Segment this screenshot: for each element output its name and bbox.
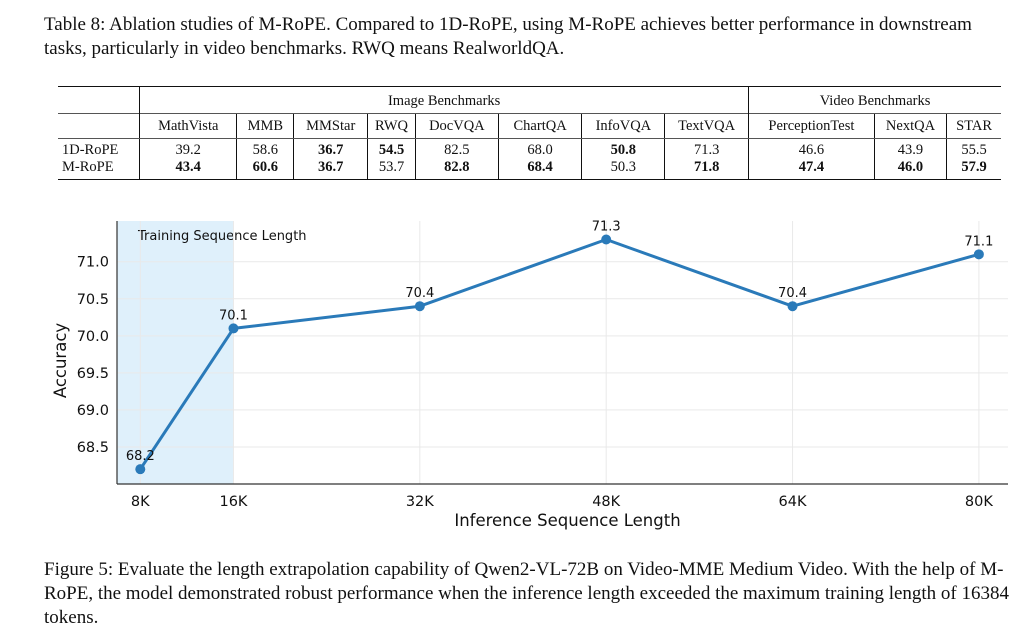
table-cell: 58.6: [236, 138, 294, 159]
group-header-video: Video Benchmarks: [748, 86, 1001, 114]
table-cell: 39.2: [139, 138, 237, 159]
table-cell: 50.3: [581, 159, 665, 180]
data-point: [414, 301, 425, 312]
data-point: [601, 234, 612, 245]
table-cell: 46.6: [748, 138, 875, 159]
table-cell: 36.7: [293, 159, 368, 180]
column-header: PerceptionTest: [748, 113, 875, 139]
table-cell: 68.4: [497, 159, 582, 180]
data-point: [228, 323, 239, 334]
column-header: DocVQA: [415, 113, 499, 139]
y-axis-title: Accuracy: [51, 323, 70, 399]
data-point: [135, 464, 146, 475]
column-header-row: MathVista MMB MMStar RWQ DocVQA ChartQA InfoVQ…: [58, 113, 1001, 139]
x-axis-title: Inference Sequence Length: [454, 511, 680, 530]
y-tick-label: 69.5: [77, 366, 109, 382]
table-cell: 68.0: [497, 138, 582, 159]
x-tick-label: 64K: [779, 494, 807, 510]
x-tick-label: 8K: [131, 494, 150, 510]
table-row: 1D-RoPE 39.2 58.6 36.7 54.5 82.5 68.0 50.8 71.3 4…: [58, 138, 1001, 159]
column-header: STAR: [946, 113, 1001, 139]
data-point-label: 70.1: [219, 308, 248, 323]
table-cell: 53.7: [367, 159, 416, 180]
corner-cell: [58, 86, 140, 114]
data-point: [973, 249, 984, 260]
training-region-label: Training Sequence Length: [137, 229, 307, 244]
table-caption: Table 8: Ablation studies of M-RoPE. Com…: [44, 14, 972, 59]
y-tick-label: 71.0: [77, 255, 109, 271]
table-cell: 55.5: [946, 138, 1001, 159]
corner-cell: [58, 113, 140, 139]
table-cell: 43.9: [873, 138, 947, 159]
column-header: MathVista: [139, 113, 237, 139]
column-header: ChartQA: [497, 113, 582, 139]
x-tick-label: 16K: [219, 494, 247, 510]
data-point: [787, 301, 798, 312]
table-cell: 50.8: [581, 138, 665, 159]
y-tick-label: 69.0: [77, 403, 109, 419]
table-cell: 82.5: [415, 138, 499, 159]
data-point-label: 70.4: [778, 286, 807, 301]
data-point-label: 70.4: [405, 286, 434, 301]
table-cell: 57.9: [946, 159, 1001, 180]
table-cell: 54.5: [367, 138, 416, 159]
y-tick-label: 70.0: [77, 329, 109, 345]
table-cell: 47.4: [748, 159, 875, 180]
table-row: M-RoPE 43.4 60.6 36.7 53.7 82.8 68.4 50.3 71.8 47…: [58, 159, 1001, 180]
column-header: InfoVQA: [581, 113, 665, 139]
column-header: MMStar: [293, 113, 368, 139]
x-tick-label: 80K: [965, 494, 993, 510]
table-cell: 71.3: [664, 138, 749, 159]
accuracy-line: [139, 238, 980, 471]
training-region-shade: [117, 221, 234, 484]
x-tick-label: 32K: [406, 494, 434, 510]
table-cell: 36.7: [293, 138, 368, 159]
row-name: 1D-RoPE: [62, 142, 119, 158]
figure-caption: Figure 5: Evaluate the length extrapolat…: [44, 559, 1010, 628]
column-header: TextVQA: [664, 113, 749, 139]
table-cell: 43.4: [139, 159, 237, 180]
table-cell: 71.8: [664, 159, 749, 180]
row-name: M-RoPE: [58, 159, 140, 180]
data-point-label: 68.2: [126, 449, 155, 464]
table-cell: 60.6: [236, 159, 294, 180]
length-extrapolation-chart: Training Sequence Length 8K 16K 32K 48K 64K 8…: [51, 220, 1008, 530]
data-point-label: 71.1: [964, 234, 993, 249]
x-tick-label: 48K: [592, 494, 620, 510]
table-cell: 82.8: [415, 159, 499, 180]
table-cell: 46.0: [873, 159, 947, 180]
group-header-image: Image Benchmarks: [139, 86, 749, 114]
column-header: NextQA: [873, 113, 947, 139]
y-tick-label: 70.5: [77, 292, 109, 308]
ablation-table: Image Benchmarks Video Benchmarks MathVi…: [58, 86, 1001, 180]
group-header-row: Image Benchmarks Video Benchmarks: [58, 86, 1001, 114]
column-header: MMB: [236, 113, 294, 139]
column-header: RWQ: [367, 113, 416, 139]
y-tick-label: 68.5: [77, 440, 109, 456]
data-point-label: 71.3: [592, 220, 621, 235]
